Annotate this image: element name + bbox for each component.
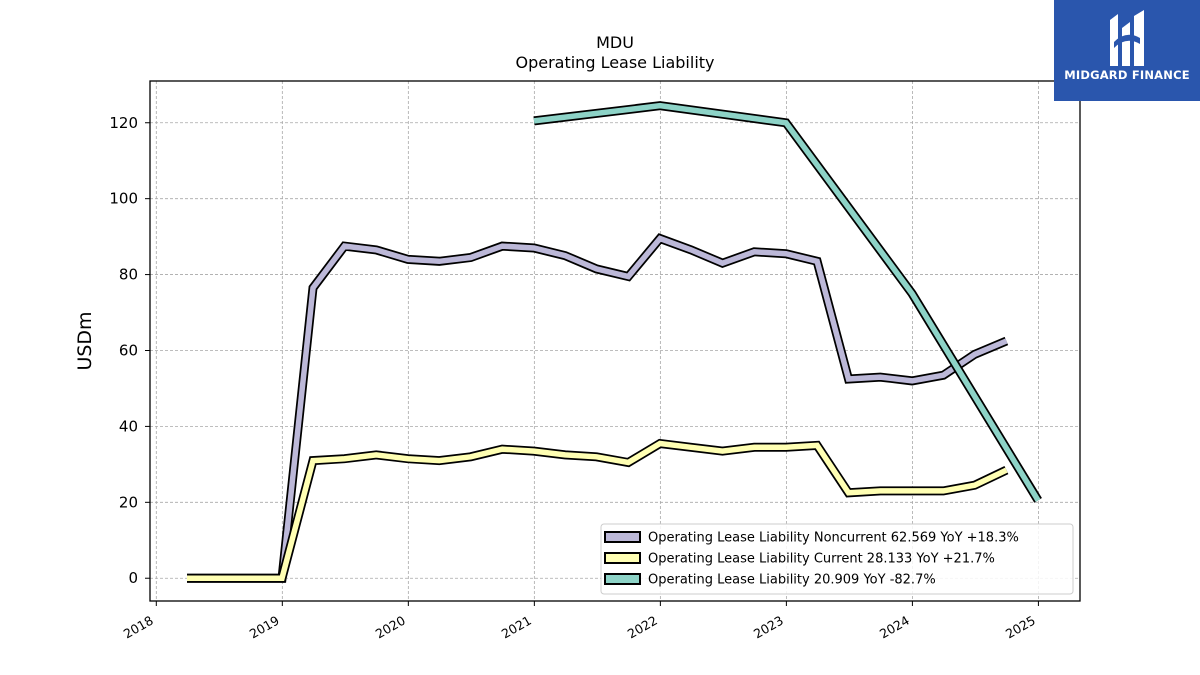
x-tick-label: 2022 bbox=[625, 613, 660, 642]
x-tick-label: 2021 bbox=[499, 613, 534, 642]
plot-frame bbox=[149, 80, 1081, 602]
legend-label: Operating Lease Liability Current 28.133… bbox=[648, 552, 995, 567]
y-tick-label: 80 bbox=[119, 266, 138, 284]
y-tick-label: 60 bbox=[119, 341, 138, 359]
x-tick-label: 2025 bbox=[1003, 613, 1038, 642]
x-tick-label: 2019 bbox=[247, 613, 282, 642]
series-layer bbox=[187, 101, 1042, 583]
series-line-0 bbox=[187, 235, 1008, 581]
series-line-1 bbox=[187, 440, 1008, 581]
legend-swatch bbox=[604, 573, 641, 585]
legend-box bbox=[600, 523, 1074, 595]
y-axis: 0 20 40 60 80 100 120 bbox=[109, 114, 150, 587]
x-tick-label: 2018 bbox=[121, 613, 156, 642]
legend-swatch bbox=[604, 552, 641, 564]
y-axis-label: USDm bbox=[74, 311, 96, 370]
y-tick-label: 120 bbox=[109, 114, 138, 132]
x-axis: 2018 2019 2020 2021 2022 2023 2024 2025 bbox=[121, 601, 1039, 642]
y-tick-label: 40 bbox=[119, 417, 138, 435]
legend: Operating Lease Liability Noncurrent 62.… bbox=[600, 523, 1074, 595]
chart-title: MDU bbox=[596, 33, 634, 52]
legend-label: Operating Lease Liability 20.909 YoY -82… bbox=[648, 573, 936, 588]
series-line-2 bbox=[533, 102, 1041, 502]
logo-icon bbox=[1110, 10, 1144, 66]
legend-swatch bbox=[604, 531, 641, 543]
y-tick-label: 0 bbox=[128, 569, 138, 587]
legend-label: Operating Lease Liability Noncurrent 62.… bbox=[648, 531, 1019, 546]
y-tick-label: 100 bbox=[109, 190, 138, 208]
chart-subtitle: Operating Lease Liability bbox=[515, 53, 714, 72]
company-logo: MIDGARD FINANCE bbox=[1054, 0, 1200, 101]
x-tick-label: 2024 bbox=[877, 613, 912, 642]
x-tick-label: 2020 bbox=[373, 613, 408, 642]
logo-text: MIDGARD FINANCE bbox=[1064, 68, 1190, 82]
y-tick-label: 20 bbox=[119, 493, 138, 511]
x-tick-label: 2023 bbox=[751, 613, 786, 642]
